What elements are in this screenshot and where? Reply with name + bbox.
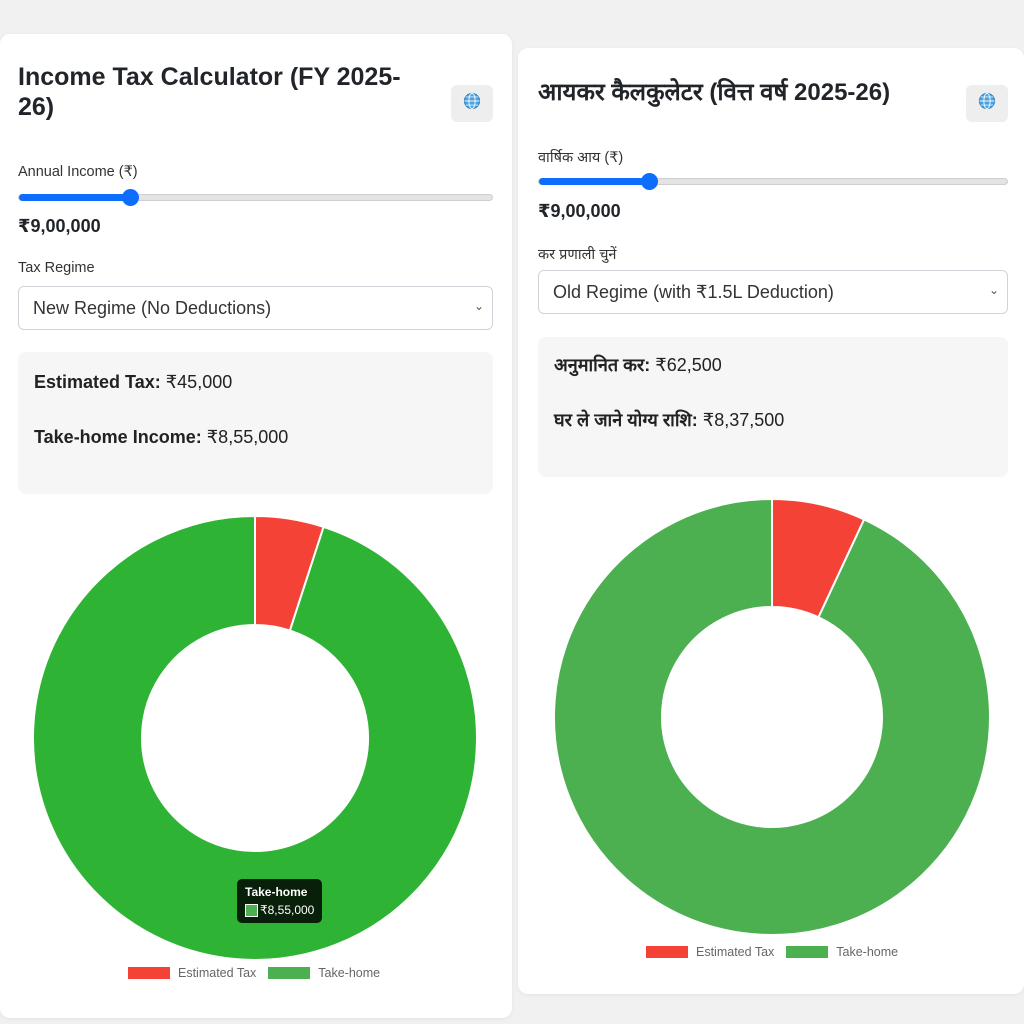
- language-toggle-button[interactable]: [451, 85, 493, 122]
- tax-regime-label-hindi: कर प्रणाली चुनें: [538, 247, 617, 263]
- tooltip-row: ₹8,55,000: [245, 903, 314, 917]
- legend-swatch-take-home: [268, 967, 311, 979]
- annual-income-label: Annual Income (₹): [18, 164, 138, 180]
- title-line-2: 26): [18, 93, 55, 121]
- page-title: Income Tax Calculator (FY 2025- 26): [18, 62, 401, 122]
- take-home-line: घर ले जाने योग्य राशि: ₹8,37,500: [554, 408, 784, 432]
- calculator-card-english: Income Tax Calculator (FY 2025- 26) Annu…: [0, 34, 512, 1018]
- take-home-label: Take-home Income:: [34, 427, 202, 447]
- take-home-line: Take-home Income: ₹8,55,000: [34, 427, 288, 448]
- take-home-value: ₹8,55,000: [206, 427, 289, 447]
- legend-swatch-tax: [646, 946, 688, 958]
- title-line-1: Income Tax Calculator (FY 2025-: [18, 63, 401, 91]
- estimated-tax-value: ₹62,500: [655, 355, 722, 375]
- tax-donut-chart-hindi: [553, 497, 991, 936]
- chart-tooltip: Take-home ₹8,55,000: [237, 879, 323, 923]
- language-toggle-button-hindi[interactable]: [966, 85, 1008, 122]
- tax-regime-selected: New Regime (No Deductions): [33, 297, 272, 318]
- tax-regime-select[interactable]: New Regime (No Deductions) ⌄: [18, 286, 493, 330]
- take-home-value: ₹8,37,500: [702, 410, 785, 430]
- tax-regime-select-hindi[interactable]: Old Regime (with ₹1.5L Deduction) ⌄: [538, 270, 1008, 314]
- tax-regime-selected: Old Regime (with ₹1.5L Deduction): [553, 281, 834, 302]
- chart-legend-english: Estimated Tax Take-home: [128, 966, 392, 980]
- legend-item-take-home[interactable]: Take-home: [268, 966, 380, 980]
- tax-donut-chart-english: [32, 514, 478, 961]
- legend-swatch-take-home: [786, 946, 829, 958]
- annual-income-slider-hindi[interactable]: [538, 173, 1008, 190]
- tooltip-title: Take-home: [245, 885, 308, 899]
- estimated-tax-label: Estimated Tax:: [34, 372, 161, 392]
- legend-label-take-home: Take-home: [836, 945, 899, 959]
- legend-swatch-tax: [128, 967, 170, 979]
- globe-icon: [463, 92, 481, 115]
- result-box: Estimated Tax: ₹45,000 Take-home Income:…: [18, 352, 493, 494]
- calculator-card-hindi: आयकर कैलकुलेटर (वित्त वर्ष 2025-26) वार्…: [518, 48, 1024, 994]
- annual-income-value: ₹9,00,000: [18, 216, 101, 236]
- legend-item-estimated-tax[interactable]: Estimated Tax: [128, 966, 256, 980]
- legend-item-take-home[interactable]: Take-home: [786, 945, 898, 959]
- slice-take-home[interactable]: [32, 514, 478, 961]
- slider-fill: [539, 178, 649, 185]
- slider-thumb[interactable]: [640, 173, 658, 190]
- legend-item-estimated-tax[interactable]: Estimated Tax: [646, 945, 774, 959]
- chevron-down-icon: ⌄: [473, 299, 484, 313]
- annual-income-slider[interactable]: [18, 189, 493, 206]
- estimated-tax-value: ₹45,000: [165, 372, 233, 392]
- tooltip-swatch: [245, 903, 258, 917]
- annual-income-value-hindi: ₹9,00,000: [538, 201, 621, 221]
- slider-thumb[interactable]: [122, 189, 140, 206]
- chevron-down-icon: ⌄: [988, 283, 999, 297]
- estimated-tax-line: अनुमानित कर: ₹62,500: [554, 353, 722, 377]
- legend-label-take-home: Take-home: [318, 966, 381, 980]
- legend-label-tax: Estimated Tax: [178, 966, 257, 980]
- slice-take-home[interactable]: [553, 497, 991, 936]
- annual-income-label-hindi: वार्षिक आय (₹): [538, 150, 624, 166]
- globe-icon: [978, 92, 996, 115]
- chart-legend-hindi: Estimated Tax Take-home: [646, 945, 910, 959]
- legend-label-tax: Estimated Tax: [696, 945, 775, 959]
- estimated-tax-label: अनुमानित कर:: [554, 355, 651, 375]
- estimated-tax-line: Estimated Tax: ₹45,000: [34, 372, 232, 393]
- tooltip-value: ₹8,55,000: [260, 903, 315, 917]
- page-title-hindi: आयकर कैलकुलेटर (वित्त वर्ष 2025-26): [538, 79, 891, 106]
- take-home-label: घर ले जाने योग्य राशि:: [554, 410, 698, 430]
- slider-fill: [19, 194, 131, 201]
- tax-regime-label: Tax Regime: [18, 260, 95, 276]
- result-box-hindi: अनुमानित कर: ₹62,500 घर ले जाने योग्य रा…: [538, 337, 1008, 477]
